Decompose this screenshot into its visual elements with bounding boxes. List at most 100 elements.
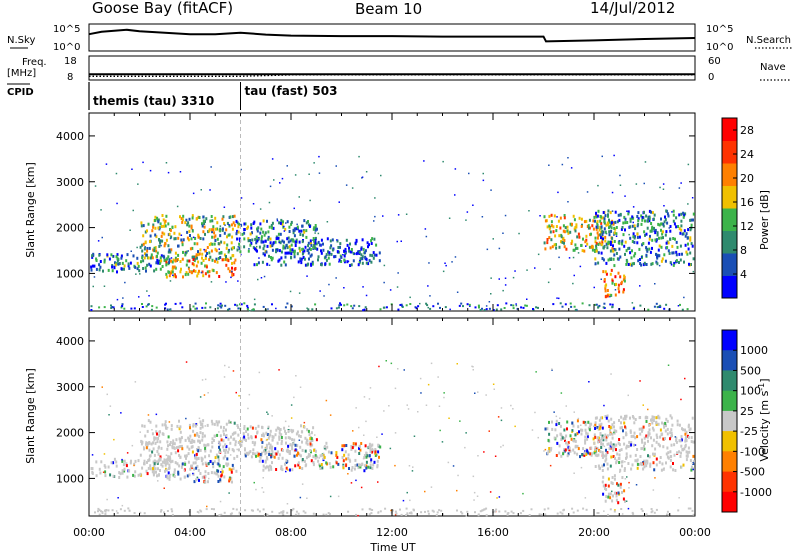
range-gate-cell [132, 254, 135, 258]
range-gate-cell [660, 468, 663, 472]
range-gate-cell [304, 245, 307, 249]
range-gate-cell [153, 438, 156, 442]
range-gate-cell [149, 234, 152, 238]
range-gate-cell [667, 456, 670, 460]
range-gate-cell [597, 184, 599, 187]
range-gate-cell [544, 247, 547, 251]
range-gate-cell [139, 431, 141, 433]
range-gate-cell [583, 220, 586, 224]
range-gate-cell [602, 492, 605, 496]
range-gate-cell [123, 264, 126, 268]
range-gate-cell [674, 237, 676, 241]
range-gate-cell [620, 421, 622, 425]
range-gate-cell [368, 398, 371, 400]
range-gate-cell [191, 216, 194, 220]
range-gate-cell [98, 268, 101, 272]
range-gate-cell [613, 231, 616, 235]
range-gate-cell [112, 306, 115, 309]
range-gate-cell [348, 249, 351, 253]
range-gate-cell [376, 459, 379, 463]
range-gate-cell [142, 242, 145, 246]
range-gate-cell [176, 424, 179, 428]
range-gate-cell [262, 508, 265, 511]
range-gate-cell [670, 416, 673, 420]
range-gate-cell [617, 283, 620, 287]
range-gate-cell [678, 439, 681, 443]
range-gate-cell [315, 242, 318, 246]
range-gate-cell [604, 295, 607, 299]
range-gate-cell [218, 275, 221, 278]
range-gate-cell [181, 257, 184, 261]
range-gate-cell [332, 465, 335, 469]
range-gate-cell [371, 254, 374, 258]
range-gate-cell [281, 512, 284, 515]
range-gate-cell [687, 436, 690, 440]
range-gate-cell [218, 445, 220, 449]
range-gate-cell [626, 260, 629, 264]
range-gate-cell [150, 308, 153, 311]
range-gate-cell [211, 230, 214, 234]
x-tick-label: 08:00 [275, 526, 307, 539]
range-gate-cell [642, 467, 645, 471]
range-gate-cell [244, 222, 247, 226]
range-gate-cell [601, 464, 604, 468]
range-gate-cell [551, 245, 554, 249]
range-gate-cell [103, 453, 106, 455]
range-gate-cell [492, 309, 495, 312]
range-gate-cell [603, 244, 606, 248]
range-gate-cell [152, 225, 155, 229]
range-gate-cell [219, 305, 222, 308]
range-gate-cell [170, 452, 173, 456]
range-gate-cell [115, 172, 118, 175]
range-gate-cell [687, 163, 690, 166]
range-gate-cell [158, 259, 161, 263]
range-gate-cell [270, 224, 273, 227]
range-gate-cell [197, 468, 200, 472]
range-gate-cell [619, 184, 622, 186]
range-gate-cell [91, 454, 94, 456]
range-gate-cell [153, 453, 156, 457]
range-gate-cell [152, 441, 154, 445]
range-gate-cell [664, 218, 667, 222]
range-gate-cell [618, 443, 621, 447]
range-gate-cell [235, 232, 238, 236]
range-gate-cell [219, 443, 222, 447]
range-gate-cell [685, 436, 687, 439]
range-gate-cell [350, 482, 353, 484]
range-gate-cell [278, 221, 281, 225]
range-gate-cell [190, 224, 193, 228]
range-gate-cell [680, 219, 683, 223]
range-gate-cell [295, 510, 298, 513]
range-gate-cell [595, 447, 598, 450]
range-gate-cell [116, 512, 119, 514]
range-gate-cell [640, 256, 643, 258]
range-gate-cell [610, 481, 613, 485]
range-gate-cell [624, 499, 626, 503]
station-title: Goose Bay (fitACF) [92, 0, 233, 17]
range-gate-cell [490, 293, 492, 295]
range-gate-cell [288, 230, 291, 233]
range-gate-cell [606, 462, 609, 466]
range-gate-cell [267, 468, 270, 472]
range-gate-cell [670, 443, 673, 447]
range-gate-cell [690, 468, 693, 472]
range-gate-cell [225, 258, 228, 262]
range-gate-cell [142, 234, 145, 238]
range-gate-cell [367, 262, 370, 266]
range-gate-cell [189, 434, 192, 438]
range-gate-cell [193, 242, 196, 246]
range-gate-cell [573, 451, 576, 455]
range-gate-cell [187, 460, 190, 464]
range-gate-cell [180, 465, 183, 469]
range-gate-cell [179, 445, 182, 448]
range-gate-cell [309, 444, 312, 448]
range-gate-cell [266, 438, 268, 441]
range-gate-cell [224, 451, 227, 455]
range-gate-cell [561, 436, 564, 440]
range-gate-cell [365, 451, 368, 455]
range-gate-cell [220, 438, 223, 442]
range-gate-cell [358, 446, 360, 450]
range-gate-cell [676, 423, 679, 427]
range-gate-cell [178, 437, 181, 441]
range-gate-cell [248, 248, 250, 250]
